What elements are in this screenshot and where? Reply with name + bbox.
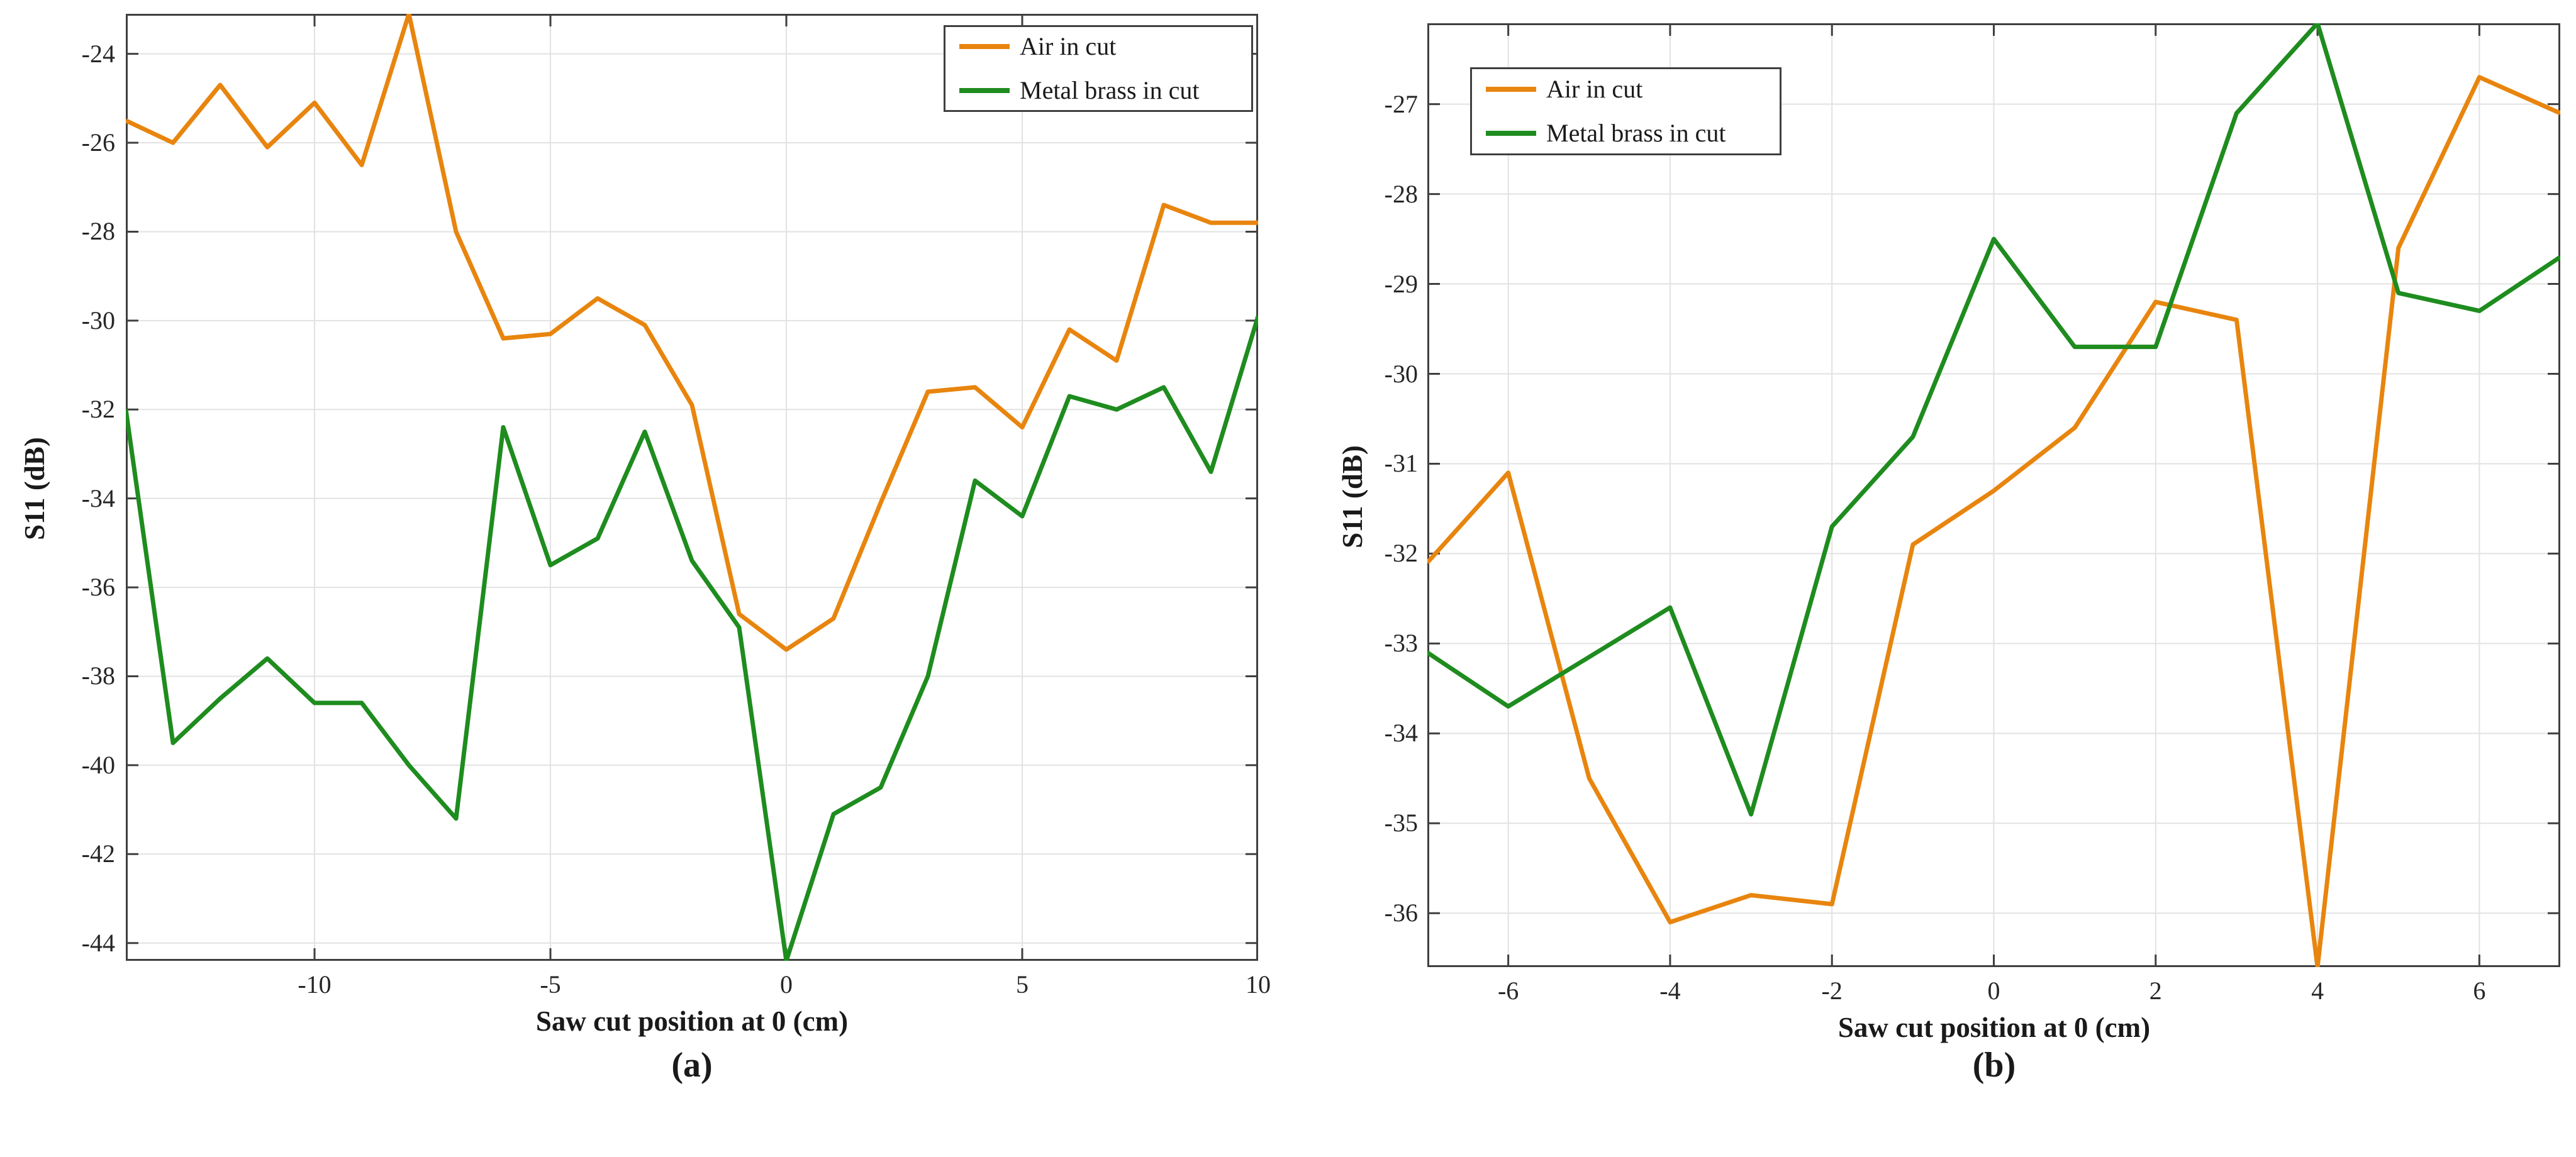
legend-entry-air: Air in cut xyxy=(1486,75,1780,103)
x-tick-label: 5 xyxy=(1016,970,1029,999)
y-tick-label: -28 xyxy=(1384,179,1418,208)
legend-label-brass: Metal brass in cut xyxy=(1020,76,1200,104)
y-tick-label: -28 xyxy=(81,217,115,246)
chart-a-legend: Air in cut Metal brass in cut xyxy=(944,25,1253,112)
x-tick-label: 4 xyxy=(2311,977,2324,1005)
series-line-brass xyxy=(126,315,1258,961)
chart-a-y-axis-label: S11 (dB) xyxy=(19,437,50,540)
air-line-swatch xyxy=(959,44,1010,49)
x-tick-label: 0 xyxy=(780,970,793,999)
x-tick-label: 10 xyxy=(1246,970,1271,999)
x-tick-label: -6 xyxy=(1497,977,1519,1005)
air-line-swatch xyxy=(1486,87,1536,92)
x-tick-label: -2 xyxy=(1821,977,1843,1005)
x-tick-label: 0 xyxy=(1987,977,2000,1005)
y-tick-label: -44 xyxy=(81,928,115,957)
chart-a-caption: (a) xyxy=(671,1046,713,1085)
x-tick-label: 2 xyxy=(2149,977,2162,1005)
legend-entry-brass: Metal brass in cut xyxy=(1486,119,1780,147)
y-tick-label: -34 xyxy=(81,484,115,512)
y-tick-label: -35 xyxy=(1384,809,1418,838)
brass-line-swatch xyxy=(1486,131,1536,136)
x-tick-label: 6 xyxy=(2473,977,2486,1005)
chart-b-plot-area xyxy=(1427,23,2560,967)
legend-entry-air: Air in cut xyxy=(959,33,1251,60)
y-tick-label: -29 xyxy=(1384,269,1418,298)
y-tick-label: -30 xyxy=(1384,359,1418,388)
y-tick-label: -40 xyxy=(81,750,115,779)
y-tick-label: -31 xyxy=(1384,449,1418,478)
legend-entry-brass: Metal brass in cut xyxy=(959,77,1251,104)
y-tick-label: -26 xyxy=(81,128,115,157)
legend-label-brass: Metal brass in cut xyxy=(1546,119,1726,147)
y-tick-label: -38 xyxy=(81,662,115,690)
series-line-air xyxy=(126,14,1258,652)
chart-b-caption: (b) xyxy=(1972,1046,2016,1085)
y-tick-label: -27 xyxy=(1384,89,1418,118)
x-tick-label: -10 xyxy=(298,970,332,999)
brass-line-swatch xyxy=(959,88,1010,93)
chart-a-plot-area xyxy=(126,14,1258,961)
legend-label-air: Air in cut xyxy=(1020,32,1117,60)
chart-a-x-axis-label: Saw cut position at 0 (cm) xyxy=(535,1005,849,1037)
y-tick-label: -36 xyxy=(81,573,115,602)
chart-b-y-axis-label: S11 (dB) xyxy=(1337,445,1368,548)
x-tick-label: -4 xyxy=(1659,977,1681,1005)
y-tick-label: -42 xyxy=(81,839,115,868)
y-tick-label: -36 xyxy=(1384,899,1418,927)
series-line-brass xyxy=(1427,23,2560,817)
chart-b-legend: Air in cut Metal brass in cut xyxy=(1470,67,1781,155)
y-tick-label: -32 xyxy=(81,395,115,424)
series-line-air xyxy=(1427,75,2560,967)
x-tick-label: -5 xyxy=(540,970,561,999)
chart-b-x-axis-label: Saw cut position at 0 (cm) xyxy=(1837,1012,2151,1043)
y-tick-label: -30 xyxy=(81,306,115,335)
legend-label-air: Air in cut xyxy=(1546,75,1643,103)
y-tick-label: -34 xyxy=(1384,719,1418,748)
y-tick-label: -32 xyxy=(1384,539,1418,568)
y-tick-label: -33 xyxy=(1384,629,1418,658)
y-tick-label: -24 xyxy=(81,39,115,68)
